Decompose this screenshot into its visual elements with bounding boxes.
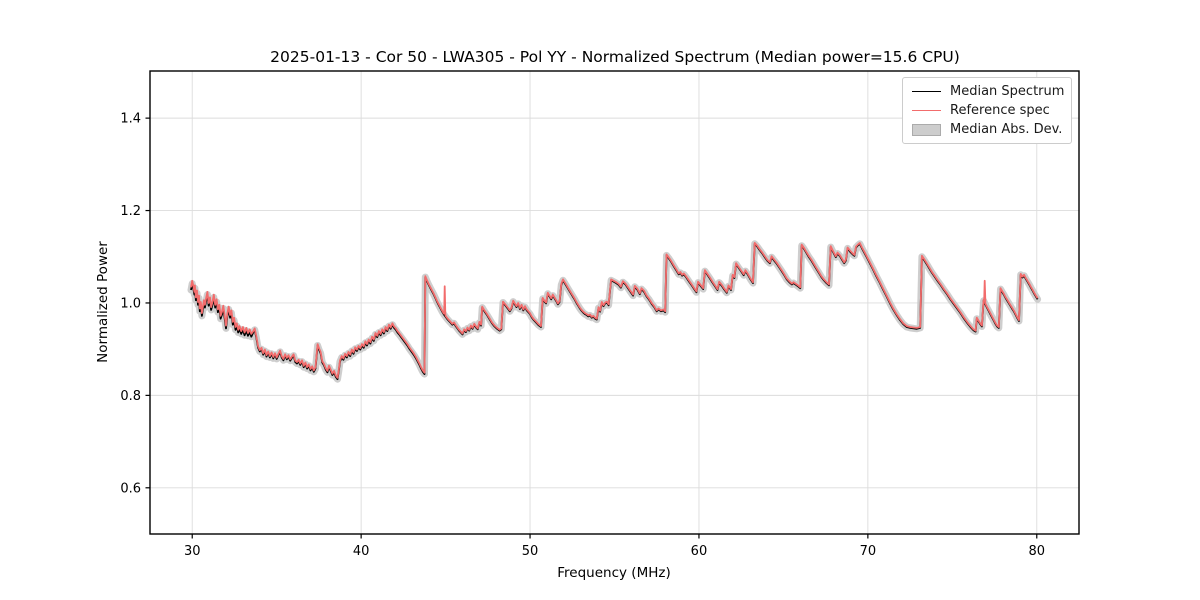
x-tick-label: 60 (691, 544, 708, 559)
legend-item-median-spectrum: Median Spectrum (912, 82, 1065, 101)
tick-labels: 30 40 50 60 70 80 0.6 0.8 1.0 1.2 1.4 (120, 112, 1045, 559)
y-tick-label: 1.4 (120, 112, 141, 127)
black-line-swatch-icon (912, 91, 941, 92)
red-line-swatch-icon (912, 110, 941, 111)
reference-spec-line (190, 241, 1039, 379)
y-axis-label: Normalized Power (95, 241, 111, 363)
legend-item-reference-spec: Reference spec (912, 101, 1065, 120)
y-tick-label: 1.2 (120, 204, 141, 219)
plot-series (187, 240, 1042, 383)
legend-item-median-abs-dev: Median Abs. Dev. (912, 120, 1065, 139)
y-tick-label: 0.6 (120, 481, 141, 496)
axis-ticks (145, 117, 1038, 539)
y-tick-label: 0.8 (120, 389, 141, 404)
legend-box: Median Spectrum Reference spec Median Ab… (902, 77, 1072, 144)
x-tick-label: 70 (860, 544, 877, 559)
x-tick-label: 40 (353, 544, 370, 559)
gray-patch-swatch-icon (912, 123, 941, 136)
legend-label: Median Abs. Dev. (950, 122, 1063, 137)
x-axis-label: Frequency (MHz) (557, 565, 670, 581)
x-tick-label: 80 (1028, 544, 1045, 559)
chart-title: 2025-01-13 - Cor 50 - LWA305 - Pol YY - … (270, 48, 960, 66)
x-tick-label: 50 (522, 544, 539, 559)
y-tick-label: 1.0 (120, 296, 141, 311)
legend-label: Median Spectrum (950, 84, 1065, 99)
x-tick-label: 30 (184, 544, 201, 559)
legend-label: Reference spec (950, 103, 1050, 118)
